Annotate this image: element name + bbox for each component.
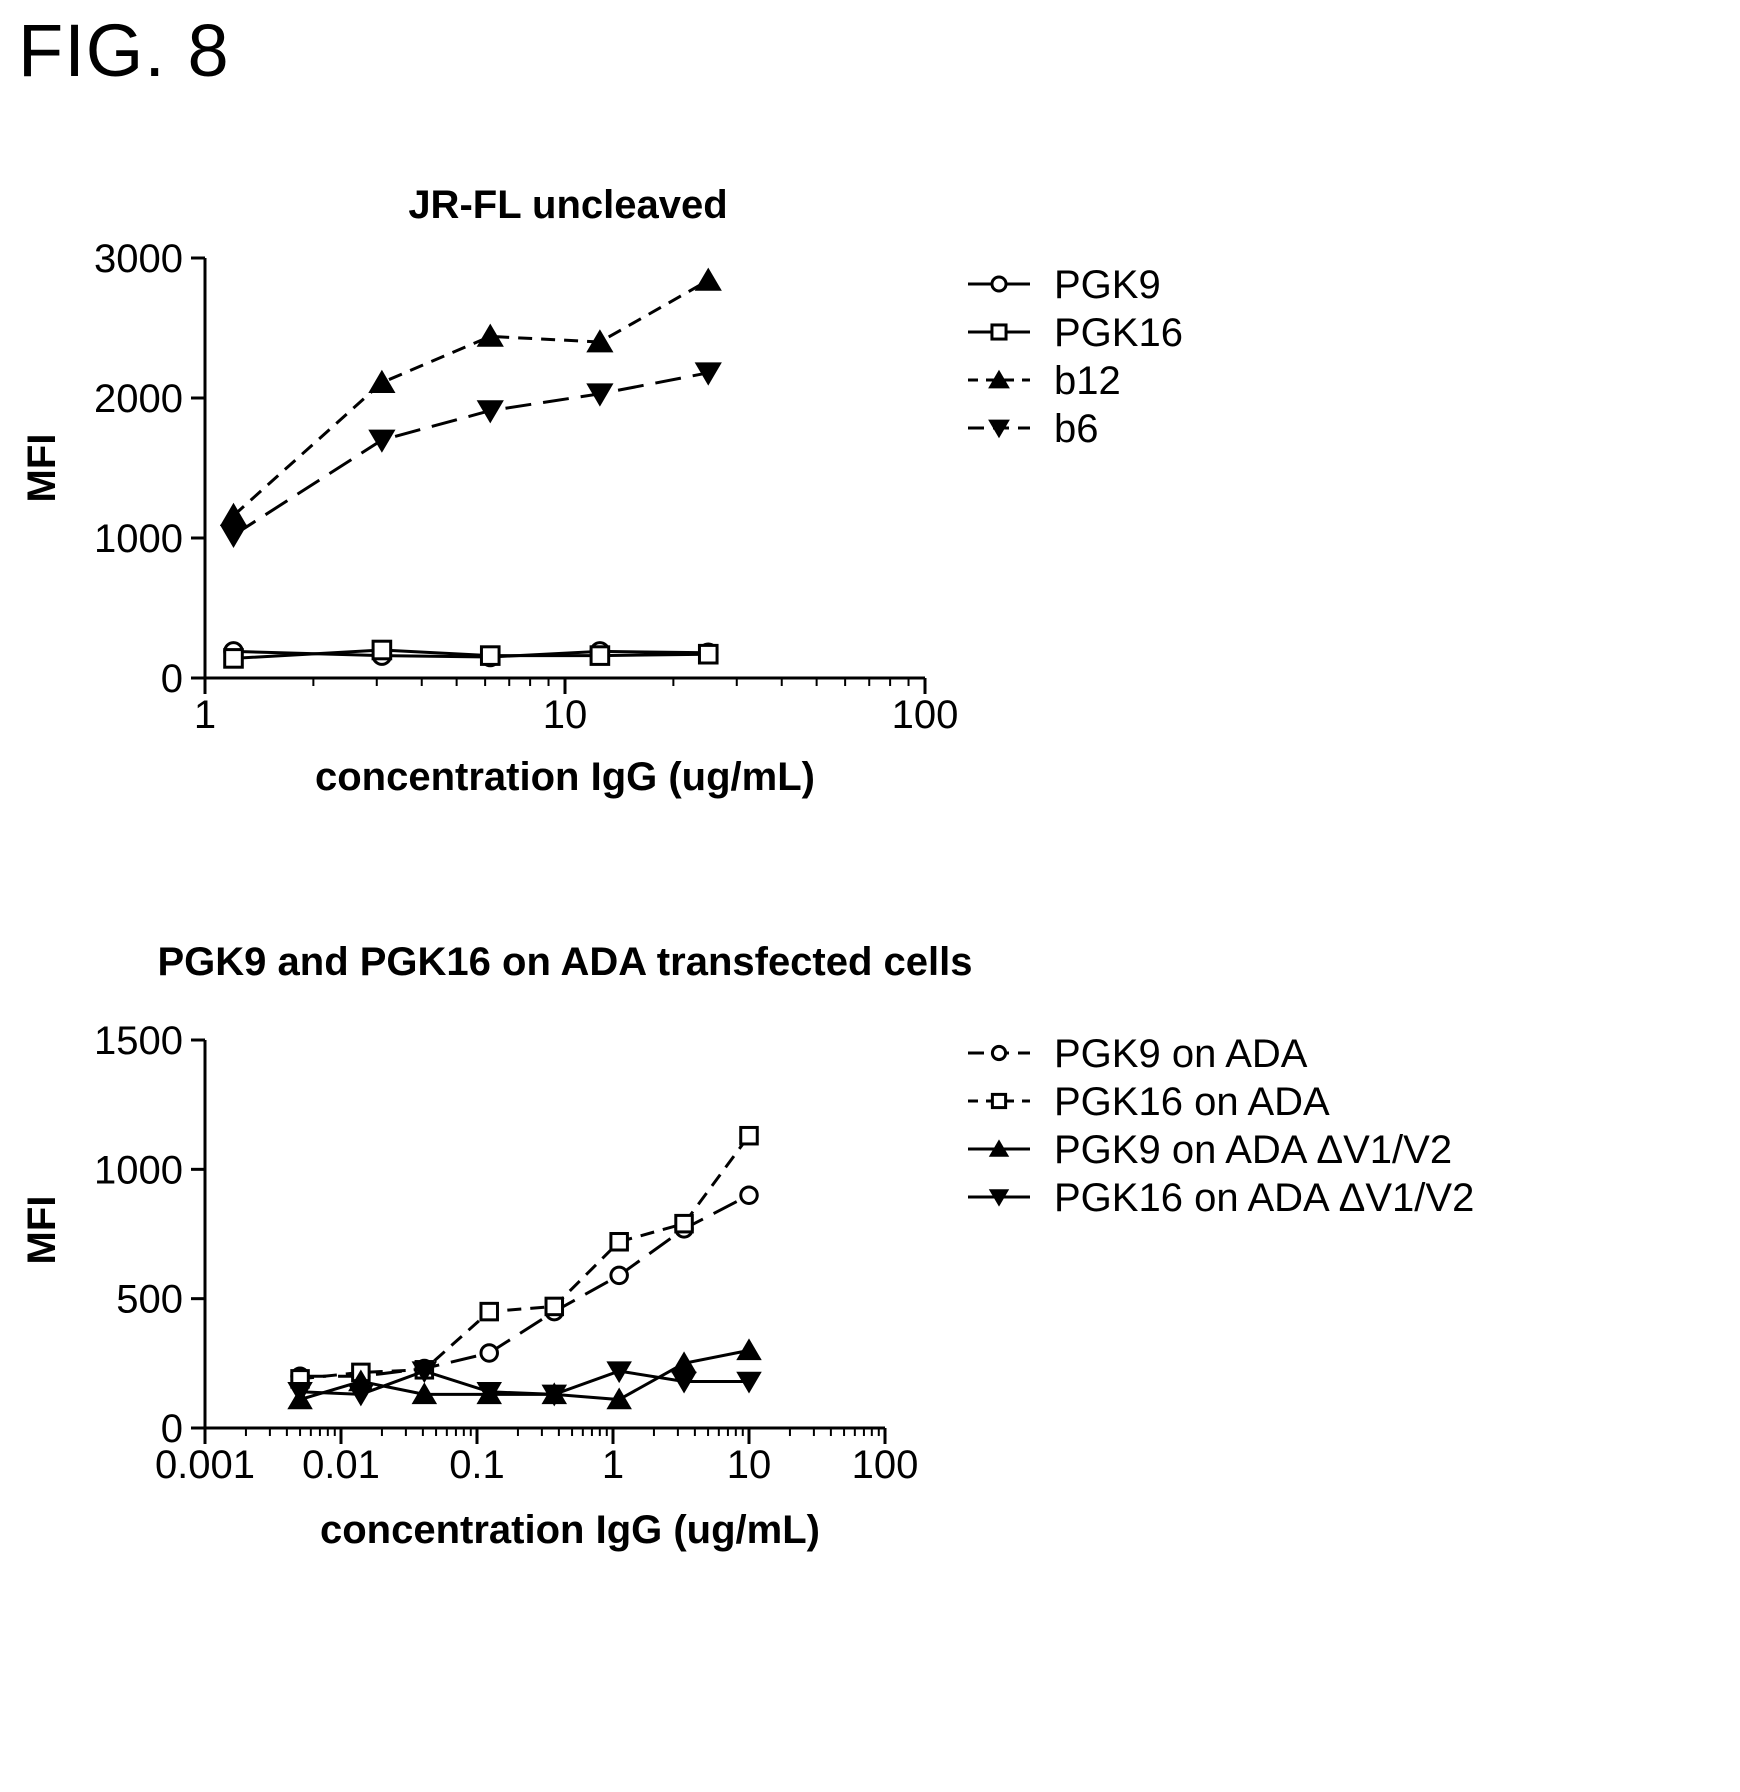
legend-marker	[990, 1092, 1008, 1110]
legend-label: PGK9	[1054, 263, 1161, 307]
chart-title: JR-FL uncleaved	[408, 183, 727, 227]
y-tick-label: 500	[116, 1278, 183, 1322]
x-tick-label: 0.01	[302, 1443, 380, 1487]
legend-marker	[988, 1189, 1010, 1207]
chart-2: PGK9 and PGK16 on ADA transfected cells 0…	[20, 940, 1474, 1552]
x-tick-label: 10	[543, 693, 588, 737]
data-point	[609, 1232, 629, 1252]
series-pgk16-on-ada	[290, 1125, 759, 1389]
data-point	[736, 1338, 762, 1361]
data-point	[586, 329, 614, 353]
y-axis-label: MFI	[20, 434, 64, 503]
data-point	[411, 1361, 438, 1384]
y-tick-label: 1000	[94, 1148, 183, 1192]
x-axis-label: concentration IgG (ug/mL)	[315, 755, 815, 799]
legend-entry: b12	[968, 359, 1121, 403]
data-point	[671, 1371, 697, 1394]
series-line	[299, 1134, 751, 1381]
series-line	[300, 1193, 750, 1378]
legend-marker	[990, 1044, 1008, 1062]
data-point	[674, 1213, 694, 1234]
x-tick-label: 10	[727, 1443, 772, 1487]
data-point	[697, 643, 719, 665]
x-tick-label: 100	[892, 693, 959, 737]
data-point	[287, 1382, 313, 1404]
x-tick-label: 1	[602, 1443, 624, 1487]
x-tick-label: 100	[852, 1443, 919, 1487]
y-tick-label: 1500	[94, 1019, 183, 1063]
data-point	[609, 1265, 629, 1286]
data-point	[589, 645, 611, 666]
chart-1: JR-FL uncleaved 0 1000 2000 3000 1 10 100 concen…	[20, 183, 1183, 799]
y-tick-label: 2000	[94, 377, 183, 421]
data-point	[219, 502, 248, 526]
legend-entry: PGK16 on ADA ΔV1/V2	[968, 1176, 1474, 1220]
y-tick-label: 0	[161, 1407, 183, 1451]
legend-entry: PGK16	[968, 311, 1183, 355]
data-point	[371, 639, 393, 661]
series-line	[299, 1369, 749, 1396]
x-tick-label: 0.1	[449, 1443, 505, 1487]
legend-entry: PGK9	[968, 263, 1161, 307]
legend-marker	[988, 369, 1010, 389]
legend-label: b12	[1054, 359, 1121, 403]
series-line	[232, 279, 709, 517]
data-point	[606, 1387, 632, 1410]
legend-marker	[990, 323, 1008, 341]
data-point	[411, 1382, 438, 1405]
data-point	[476, 1382, 502, 1404]
data-point	[739, 1125, 759, 1146]
data-point	[479, 1343, 499, 1363]
series-b12	[219, 267, 722, 526]
x-tick-label: 1	[194, 693, 216, 737]
legend-entry: b6	[968, 407, 1099, 451]
legend-entry: PGK9 on ADA	[968, 1032, 1308, 1076]
legend-label: PGK16	[1054, 311, 1183, 355]
series-pgk16	[223, 639, 719, 669]
legend-marker	[990, 275, 1008, 293]
chart-title: PGK9 and PGK16 on ADA transfected cells	[157, 940, 972, 984]
data-point	[671, 1351, 697, 1374]
legend-marker	[988, 419, 1010, 439]
series-line	[232, 371, 709, 537]
data-point	[736, 1371, 762, 1394]
legend-label: PGK9 on ADA ΔV1/V2	[1054, 1128, 1452, 1172]
data-point	[606, 1361, 632, 1384]
y-tick-label: 0	[161, 657, 183, 701]
data-point	[368, 369, 396, 393]
y-tick-label: 1000	[94, 517, 183, 561]
x-axis-label: concentration IgG (ug/mL)	[320, 1508, 820, 1552]
x-tick-label: 0.001	[155, 1443, 255, 1487]
data-point	[694, 267, 722, 291]
data-point	[348, 1384, 374, 1407]
data-point	[479, 645, 501, 666]
y-tick-label: 3000	[94, 237, 183, 281]
data-point	[368, 429, 396, 453]
data-point	[586, 383, 614, 407]
data-point	[541, 1384, 568, 1407]
data-point	[219, 524, 248, 548]
legend-label: PGK16 on ADA	[1054, 1080, 1330, 1124]
series-b6	[219, 362, 722, 548]
series-pgk16-on-ada-v1-v2	[287, 1361, 762, 1407]
legend-entry: PGK9 on ADA ΔV1/V2	[968, 1128, 1452, 1172]
legend-marker	[988, 1139, 1010, 1157]
figure-label: FIG. 8	[18, 9, 230, 92]
data-point	[476, 323, 504, 347]
data-point	[476, 400, 504, 424]
legend-label: PGK9 on ADA	[1054, 1032, 1308, 1076]
data-point	[544, 1296, 565, 1317]
y-axis-label: MFI	[20, 1196, 64, 1265]
legend-label: PGK16 on ADA ΔV1/V2	[1054, 1176, 1474, 1220]
data-point	[694, 362, 722, 386]
data-point	[223, 648, 244, 669]
data-point	[739, 1185, 759, 1205]
legend-label: b6	[1054, 407, 1099, 451]
data-point	[479, 1301, 499, 1322]
legend-entry: PGK16 on ADA	[968, 1080, 1330, 1124]
